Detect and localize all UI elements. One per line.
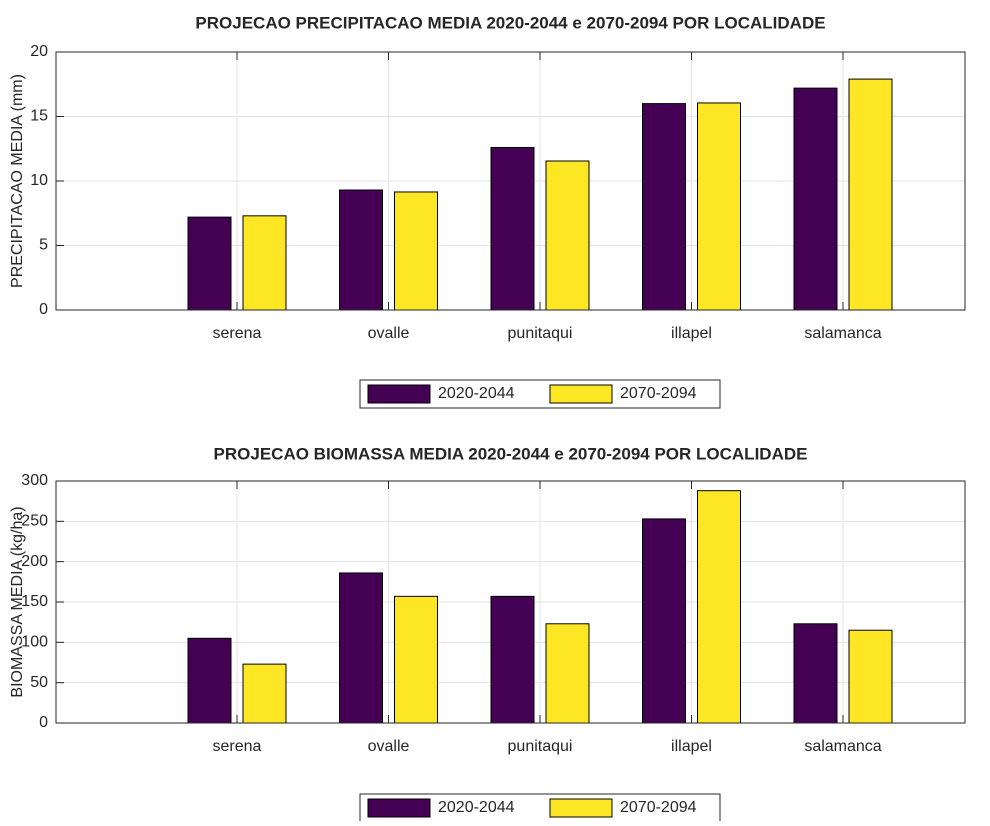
bar — [793, 623, 838, 724]
legend-swatch — [367, 384, 431, 404]
y-axis-label: BIOMASSA MEDIA (kg/ha) — [9, 506, 26, 697]
axes-frame — [55, 51, 966, 311]
bar — [490, 595, 535, 724]
legend-label: 2070-2094 — [620, 385, 697, 402]
legend-label: 2070-2094 — [620, 799, 697, 816]
bar — [545, 623, 590, 724]
x-tick-label: ovalle — [368, 325, 410, 342]
bar — [394, 595, 438, 724]
legend-label: 2020-2044 — [438, 799, 515, 816]
bar — [490, 146, 535, 311]
x-tick-label: illapel — [671, 325, 712, 342]
x-tick-label: punitaqui — [508, 738, 573, 755]
y-tick-label: 200 — [21, 553, 48, 570]
bar — [339, 572, 383, 724]
legend-swatch — [549, 798, 613, 818]
y-tick-label: 10 — [30, 172, 48, 189]
bar — [339, 189, 383, 311]
y-tick-label: 50 — [30, 674, 48, 691]
y-tick-label: 150 — [21, 593, 48, 610]
chart-title: PROJECAO BIOMASSA MEDIA 2020-2044 e 2070… — [214, 444, 808, 463]
y-tick-label: 100 — [21, 634, 48, 651]
axes-frame — [55, 480, 966, 724]
bar — [848, 629, 893, 724]
bar — [545, 160, 590, 311]
bar — [242, 663, 287, 724]
legend-swatch — [367, 798, 431, 818]
x-tick-label: punitaqui — [508, 325, 573, 342]
y-tick-label: 20 — [30, 43, 48, 60]
y-axis-label: PRECIPITACAO MEDIA (mm) — [9, 74, 26, 288]
x-tick-label: ovalle — [368, 738, 410, 755]
bar — [848, 78, 893, 311]
bar — [642, 103, 686, 311]
bar — [793, 87, 838, 311]
bar — [642, 518, 686, 724]
y-tick-label: 15 — [30, 108, 48, 125]
bar — [697, 102, 741, 311]
bar — [394, 191, 438, 311]
y-tick-label: 0 — [39, 714, 48, 731]
bar — [242, 215, 287, 311]
bar — [697, 490, 741, 724]
x-tick-label: illapel — [671, 738, 712, 755]
x-tick-label: serena — [213, 325, 262, 342]
y-tick-label: 0 — [39, 301, 48, 318]
legend-swatch — [549, 384, 613, 404]
bar — [187, 637, 232, 724]
x-tick-label: salamanca — [804, 325, 881, 342]
bar — [187, 216, 232, 311]
y-tick-label: 300 — [21, 472, 48, 489]
chart-title: PROJECAO PRECIPITACAO MEDIA 2020-2044 e … — [195, 13, 825, 32]
legend-label: 2020-2044 — [438, 385, 515, 402]
y-tick-label: 5 — [39, 237, 48, 254]
x-tick-label: serena — [213, 738, 262, 755]
x-tick-label: salamanca — [804, 738, 881, 755]
y-tick-label: 250 — [21, 513, 48, 530]
